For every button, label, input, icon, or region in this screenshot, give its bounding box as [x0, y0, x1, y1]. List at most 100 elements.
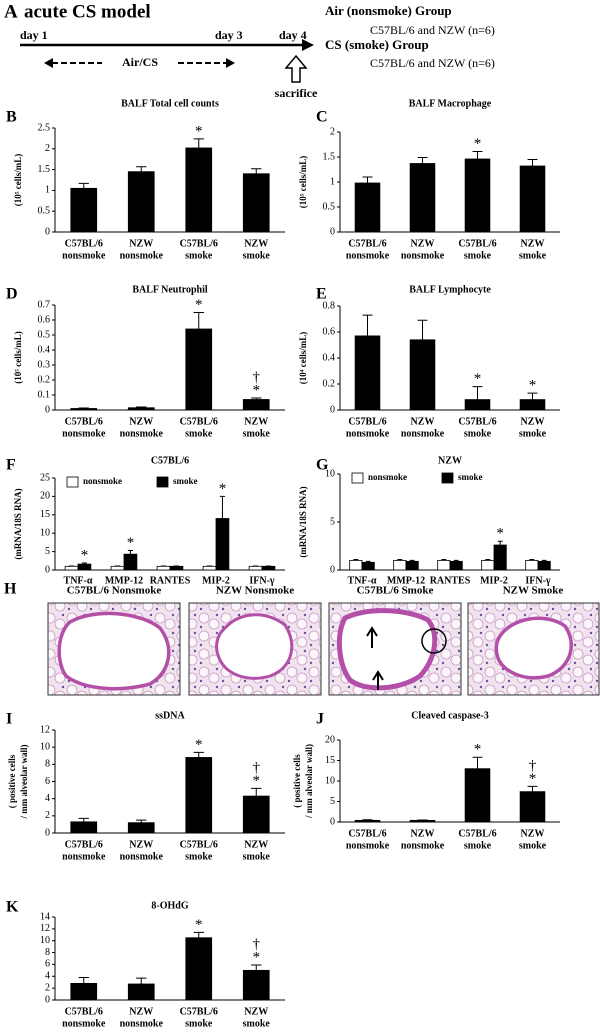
- bar: [519, 399, 546, 411]
- y-tick-label: 8: [45, 759, 50, 770]
- x-tick-label: MIP-2: [480, 575, 508, 586]
- panel-letter: H: [4, 581, 17, 598]
- x-tick-label: nonsmoke: [62, 428, 106, 439]
- chart-title: ssDNA: [155, 710, 185, 721]
- y-tick-label: 6: [45, 776, 50, 787]
- bar: [537, 560, 551, 571]
- y-tick-label: 0.4: [323, 352, 336, 363]
- day-label: day 3: [215, 28, 243, 42]
- bar: [349, 560, 363, 571]
- micrograph: C57BL/6 Smoke: [328, 585, 462, 696]
- y-axis-label: (10⁴ cells/mL): [298, 332, 308, 384]
- event-label: sacrifice: [275, 86, 318, 100]
- y-tick-label: 0: [330, 816, 335, 827]
- significance-mark: *: [195, 917, 203, 933]
- x-tick-label: C57BL/6: [180, 416, 218, 427]
- x-tick-label: smoke: [519, 428, 547, 439]
- error-bar: [409, 559, 415, 562]
- error-bar: [497, 540, 503, 546]
- x-tick-label: smoke: [243, 250, 271, 261]
- group-name: Air (nonsmoke) Group: [325, 3, 452, 18]
- y-tick-label: 0.5: [38, 205, 51, 216]
- error-bar: [417, 157, 428, 164]
- x-tick-label: nonsmoke: [401, 840, 445, 851]
- sacrifice-arrow: [284, 54, 308, 83]
- error-bar: [485, 558, 491, 561]
- y-tick-label: 2: [330, 126, 335, 137]
- y-tick-label: 5: [330, 796, 335, 807]
- y-tick-label: 0.5: [323, 201, 336, 212]
- x-tick-label: smoke: [519, 250, 547, 261]
- x-tick-label: nonsmoke: [346, 840, 390, 851]
- bar: [123, 553, 138, 571]
- x-tick-label: IFN-γ: [249, 575, 275, 586]
- y-tick-label: 0.7: [38, 299, 51, 310]
- x-tick-label: C57BL/6: [180, 1006, 218, 1017]
- bar: [70, 408, 98, 411]
- bar: [185, 328, 213, 411]
- x-tick-label: NZW: [244, 416, 268, 427]
- error-bar: [193, 312, 204, 329]
- bar: [409, 819, 436, 823]
- y-tick-label: 5: [330, 516, 335, 527]
- error-bar: [441, 558, 447, 561]
- legend-label: smoke: [173, 476, 198, 486]
- bar: [409, 339, 436, 411]
- error-bar: [193, 751, 204, 758]
- bar: [110, 565, 125, 571]
- image-label: C57BL/6 Smoke: [357, 585, 434, 597]
- bar: [127, 983, 155, 1001]
- error-bar: [472, 756, 483, 769]
- chart-title: BALF Macrophage: [409, 98, 492, 109]
- y-tick-label: 4: [45, 793, 50, 804]
- chart-title: Cleaved caspase-3: [411, 710, 489, 721]
- significance-mark: *: [81, 547, 89, 563]
- group-detail: C57BL/6 and NZW (n=6): [370, 23, 495, 37]
- x-tick-label: smoke: [243, 1018, 271, 1029]
- y-tick-label: 2.5: [38, 122, 51, 133]
- bar: [169, 565, 184, 571]
- error-bar: [472, 386, 483, 400]
- y-tick-label: 10: [40, 935, 50, 946]
- x-tick-label: nonsmoke: [62, 851, 106, 862]
- chart-title: C57BL/6: [151, 455, 189, 466]
- bar: [185, 937, 213, 1001]
- x-tick-label: NZW: [129, 238, 153, 249]
- x-tick-label: nonsmoke: [120, 851, 164, 862]
- x-tick-label: MMP-12: [105, 575, 143, 586]
- x-tick-label: C57BL/6: [348, 238, 386, 249]
- bar: [127, 407, 155, 411]
- significance-mark: †: [253, 369, 261, 385]
- significance-mark: *: [496, 526, 504, 542]
- error-bar: [527, 159, 538, 166]
- panel-letter: K: [6, 899, 19, 916]
- y-tick-label: 0.4: [38, 344, 51, 355]
- x-tick-label: smoke: [464, 840, 492, 851]
- error-bar: [362, 176, 373, 183]
- bar: [156, 565, 171, 571]
- significance-mark: *: [474, 742, 482, 758]
- x-tick-label: smoke: [464, 428, 492, 439]
- x-tick-label: NZW: [129, 839, 153, 850]
- x-tick-label: MMP-12: [387, 575, 425, 586]
- x-tick-label: smoke: [185, 851, 213, 862]
- x-tick-label: NZW: [411, 238, 435, 249]
- panel-letter: C: [316, 109, 328, 126]
- x-tick-label: NZW: [129, 416, 153, 427]
- panel-letter: G: [316, 457, 329, 474]
- error-bar: [78, 817, 89, 822]
- error-bar: [136, 819, 147, 823]
- significance-mark: *: [253, 382, 261, 398]
- y-tick-label: 25: [40, 472, 50, 483]
- x-tick-label: NZW: [411, 416, 435, 427]
- y-tick-label: 0: [45, 827, 50, 838]
- x-tick-label: NZW: [244, 839, 268, 850]
- significance-mark: †: [529, 758, 537, 774]
- x-tick-label: C57BL/6: [458, 238, 496, 249]
- error-bar: [136, 406, 147, 408]
- y-axis-label: (10⁵ cells/mL): [13, 154, 23, 206]
- error-bar: [362, 314, 373, 336]
- error-bar: [251, 787, 262, 797]
